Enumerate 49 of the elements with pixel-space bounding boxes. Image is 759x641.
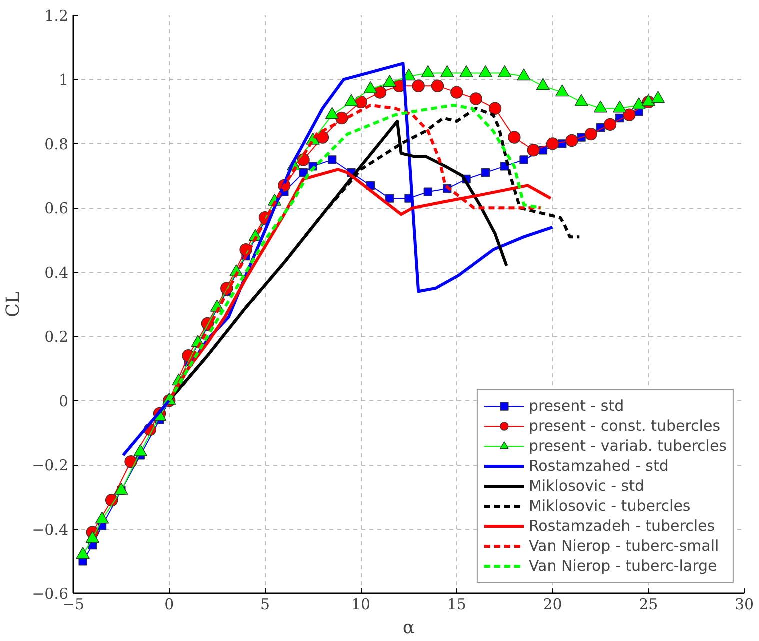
x-tick-label: 10 — [352, 596, 371, 614]
y-axis-title: CL — [3, 292, 24, 318]
point — [470, 92, 482, 106]
y-tick-label: 1.2 — [44, 7, 69, 25]
y-tick-label: −0.2 — [32, 456, 69, 475]
y-tick-label: 1 — [58, 71, 69, 90]
point — [299, 168, 308, 178]
y-tick-label: 0.8 — [44, 135, 69, 154]
point — [412, 80, 425, 92]
x-tick-label: 15 — [447, 596, 466, 614]
y-tick-label: 0.6 — [44, 200, 69, 218]
point — [488, 102, 502, 115]
legend-label: present - variab. tubercles — [528, 437, 727, 455]
point — [546, 138, 560, 150]
y-tick-label: −0.4 — [32, 520, 69, 539]
legend-label: Rostamzahed - std — [528, 457, 669, 475]
point — [316, 131, 330, 144]
x-tick-label: 25 — [639, 596, 658, 614]
legend-label: Van Nierop - tuberc-small — [528, 537, 720, 555]
x-tick-label: 5 — [260, 596, 270, 614]
legend-label: Rostamzadeh - tubercles — [528, 517, 716, 535]
point — [584, 128, 598, 141]
point — [328, 156, 337, 164]
point — [481, 168, 490, 178]
point — [124, 456, 138, 468]
point — [604, 118, 617, 132]
point — [105, 494, 118, 507]
y-tick-label: 0.4 — [44, 264, 69, 282]
y-tick-label: 0 — [58, 392, 69, 410]
legend-label: Miklosovic - std — [528, 477, 645, 495]
point — [450, 86, 464, 99]
x-axis-title: α — [402, 618, 416, 638]
point — [520, 156, 528, 164]
legend-label: present - const. tubercles — [528, 417, 721, 435]
point — [623, 108, 636, 122]
legend-label: Miklosovic - tubercles — [528, 497, 691, 515]
point — [385, 194, 394, 203]
y-tick-label: −0.6 — [32, 585, 69, 603]
point — [424, 188, 433, 196]
point — [566, 134, 578, 148]
point — [527, 144, 540, 157]
point — [431, 80, 444, 92]
legend-label: Van Nierop - tuberc-large — [528, 557, 718, 575]
y-tick-label: 0.2 — [44, 328, 69, 346]
legend-label: present - std — [528, 397, 624, 415]
x-tick-label: 20 — [543, 596, 562, 614]
point — [508, 131, 521, 144]
x-tick-label: 0 — [164, 596, 174, 614]
x-tick-label: 30 — [734, 596, 754, 614]
